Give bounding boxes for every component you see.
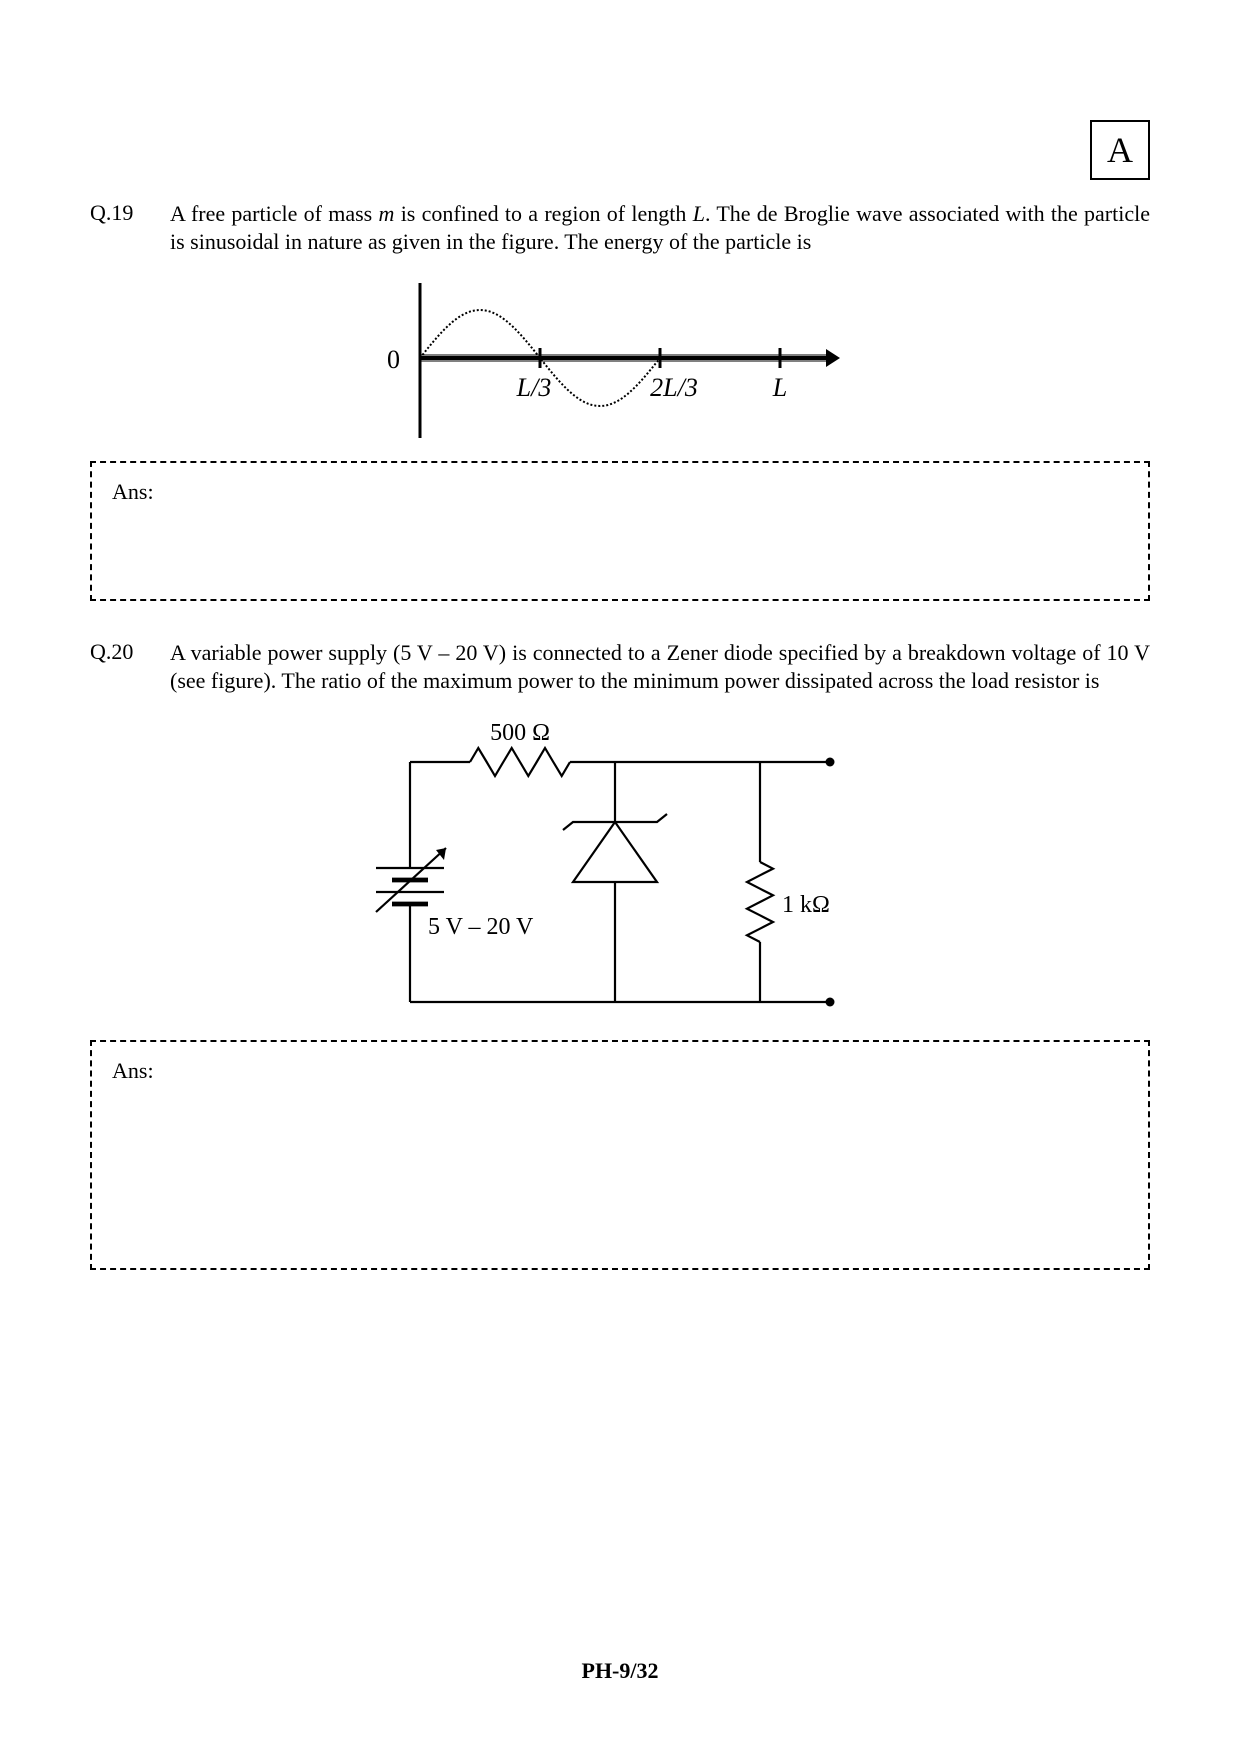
- set-label: A: [1107, 129, 1133, 171]
- question-19: Q.19 A free particle of mass m is confin…: [90, 200, 1150, 601]
- q19-text-mid1: is confined to a region of length: [394, 201, 692, 226]
- q19-mass-var: m: [379, 201, 395, 226]
- q19-number: Q.19: [90, 200, 170, 226]
- q20-number: Q.20: [90, 639, 170, 665]
- q19-text: A free particle of mass m is confined to…: [170, 200, 1150, 255]
- svg-text:1 kΩ: 1 kΩ: [782, 892, 830, 918]
- answer-label: Ans:: [112, 1058, 154, 1083]
- q19-wave-svg: 0 L/3 2L/3 L: [380, 273, 860, 443]
- svg-text:L/3: L/3: [516, 373, 552, 402]
- svg-text:500 Ω: 500 Ω: [490, 720, 550, 746]
- q19-len-var: L: [693, 201, 705, 226]
- svg-text:2L/3: 2L/3: [650, 373, 698, 402]
- q19-figure: 0 L/3 2L/3 L: [90, 273, 1150, 443]
- q20-answer-box: Ans:: [90, 1040, 1150, 1270]
- page-footer: PH-9/32: [0, 1658, 1240, 1684]
- q20-text: A variable power supply (5 V – 20 V) is …: [170, 639, 1150, 694]
- question-20: Q.20 A variable power supply (5 V – 20 V…: [90, 639, 1150, 1270]
- q19-answer-box: Ans:: [90, 461, 1150, 601]
- svg-text:5 V – 20 V: 5 V – 20 V: [428, 914, 534, 940]
- answer-label: Ans:: [112, 479, 154, 504]
- q20-figure: 500 Ω 5 V – 20 V 1 kΩ: [90, 712, 1150, 1022]
- q19-text-pre: A free particle of mass: [170, 201, 379, 226]
- svg-text:L: L: [772, 373, 787, 402]
- svg-text:0: 0: [387, 345, 400, 374]
- q20-circuit-svg: 500 Ω 5 V – 20 V 1 kΩ: [360, 712, 880, 1022]
- set-label-box: A: [1090, 120, 1150, 180]
- exam-page: A Q.19 A free particle of mass m is conf…: [0, 0, 1240, 1754]
